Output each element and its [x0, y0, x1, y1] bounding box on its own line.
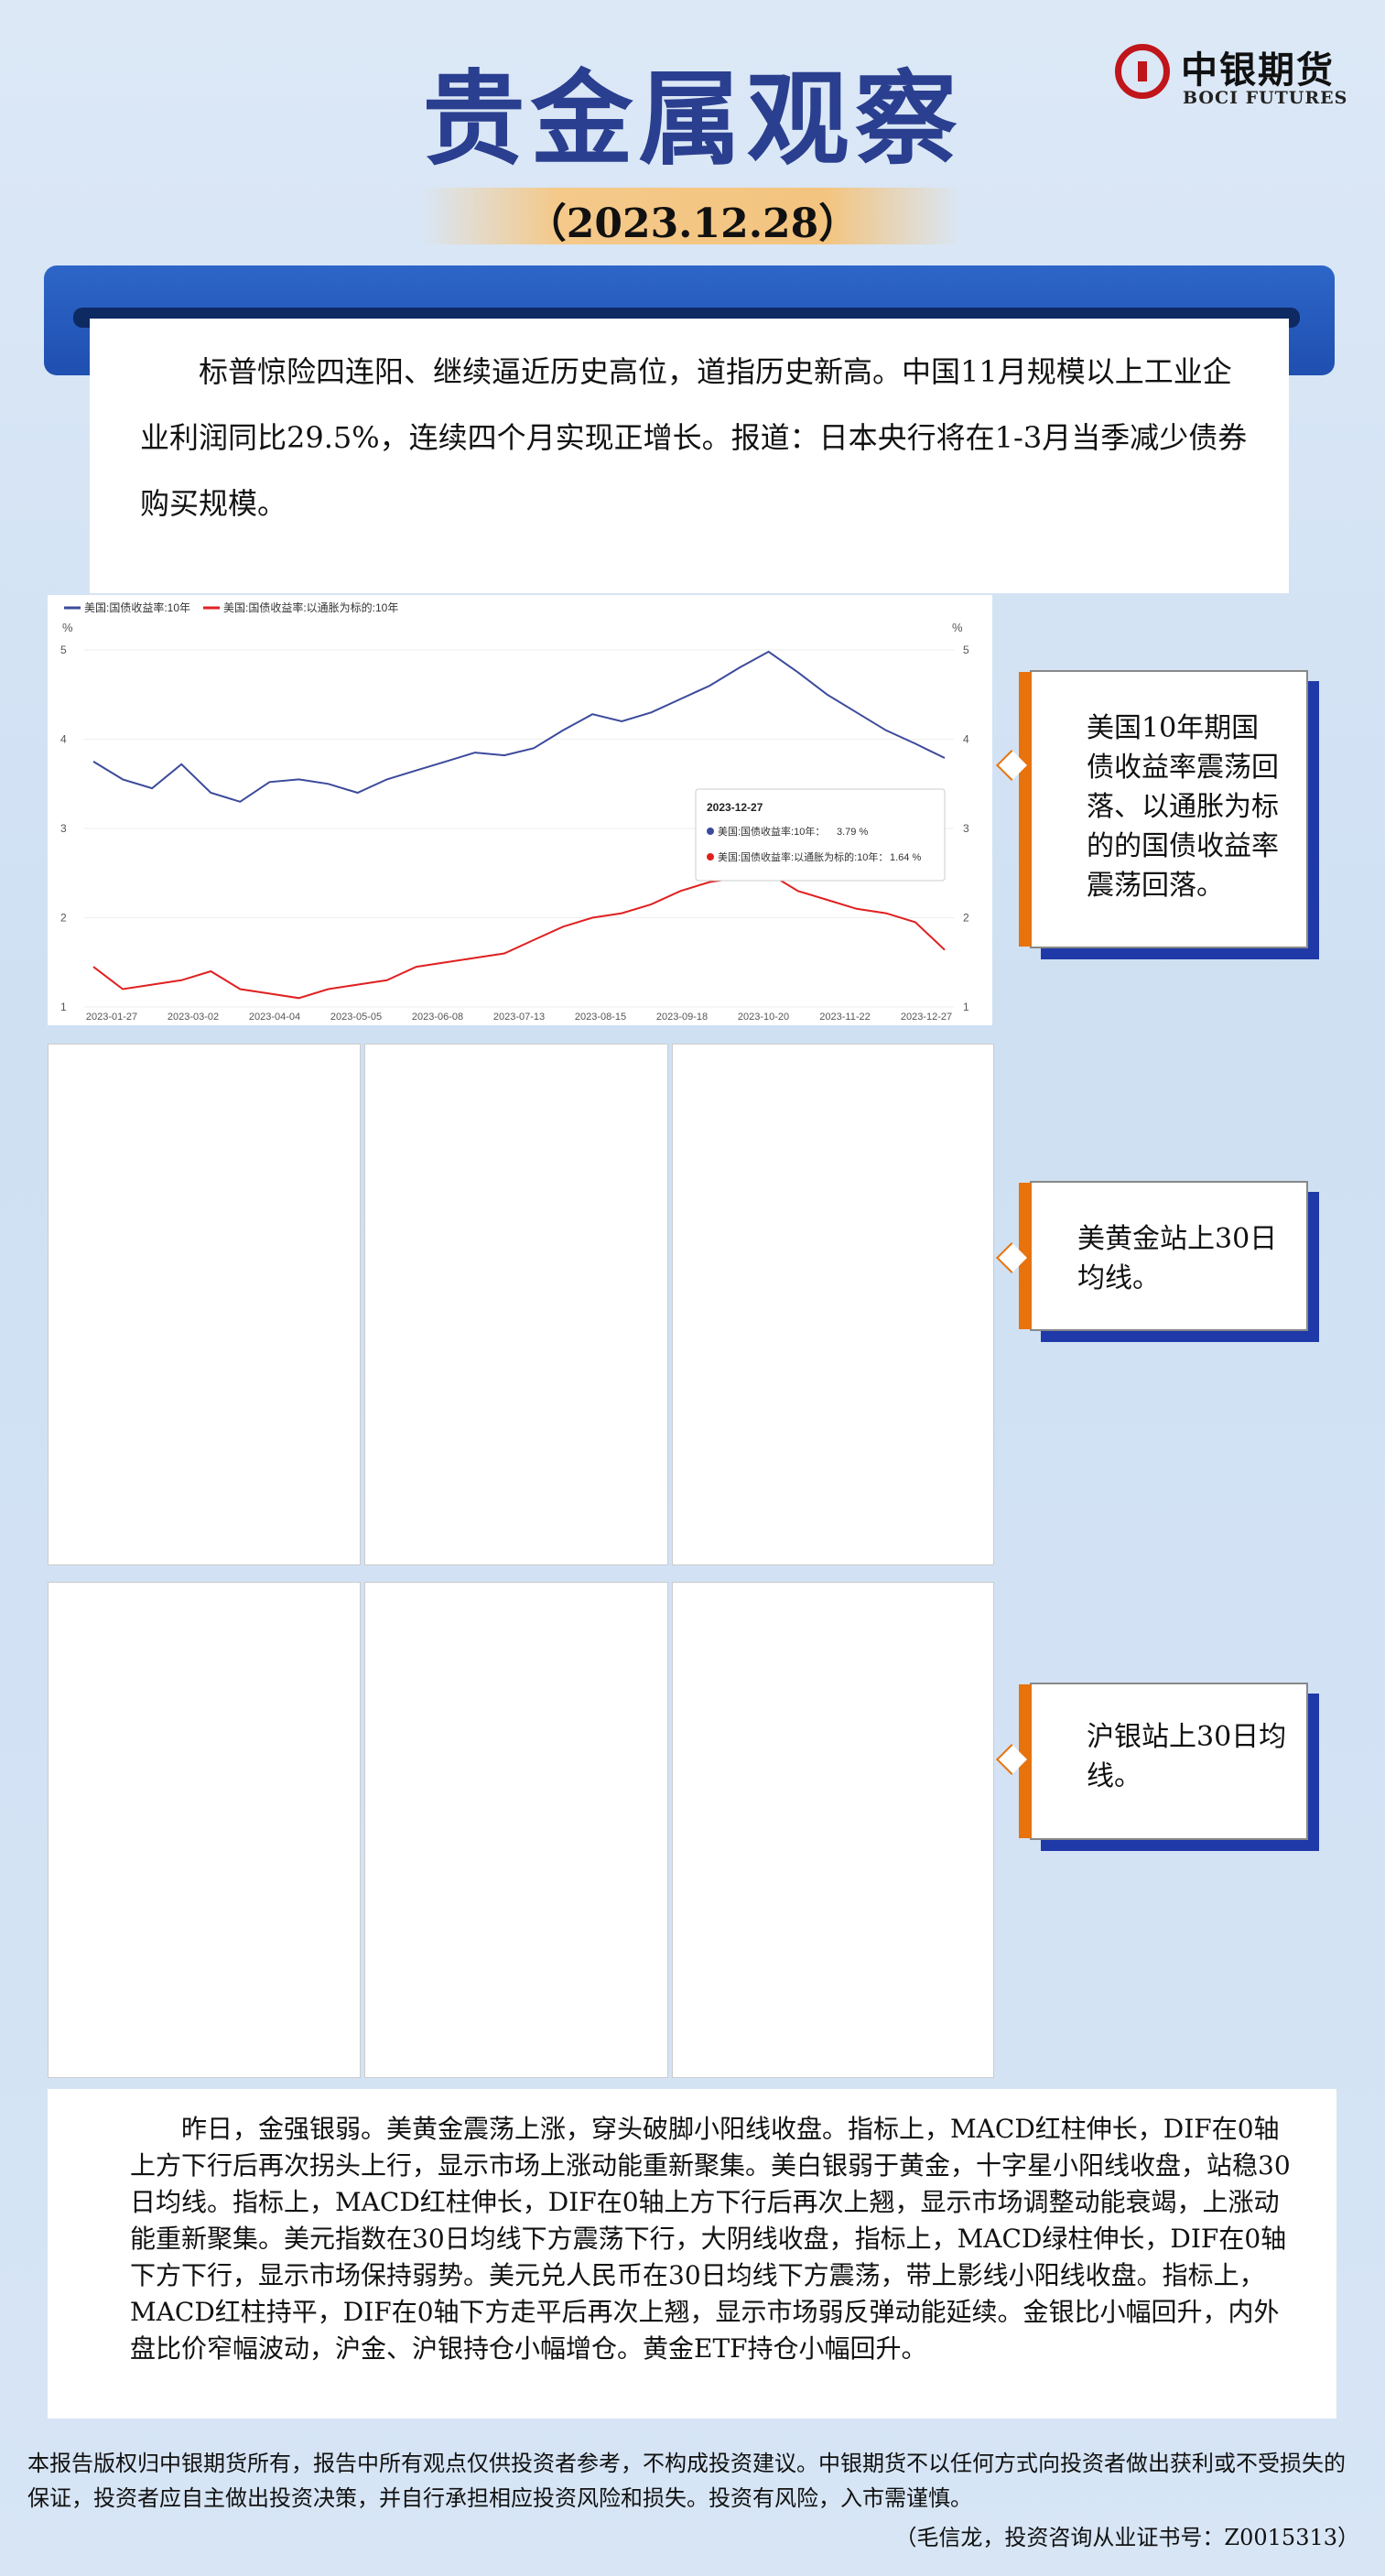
y-unit-right: %: [952, 621, 963, 634]
chart-ticks: 1 1 2 2 3 3 4 4 5 5 2023-01-27 2023-03-02 2023-04-04…: [60, 644, 969, 1023]
x-tick-label: 2023-05-05: [330, 1012, 382, 1023]
callout-yield-text: 美国10年期国债收益率震荡回落、以通胀为标的的国债收益率震荡回落。: [1087, 712, 1279, 902]
logo-icon: [1115, 44, 1170, 99]
chart-tooltip: 2023-12-27 美国:国债收益率:10年： 3.79 % 美国:国债收益率…: [695, 788, 946, 882]
silver-chart-panel-2: [364, 1582, 668, 2078]
silver-chart-panel-1: [48, 1582, 361, 2078]
callout-gold-text: 美黄金站上30日均线。: [1077, 1223, 1278, 1294]
chart-series: [92, 650, 946, 1000]
x-tick-label: 2023-07-13: [493, 1012, 545, 1023]
y-tick-label-left: 3: [60, 822, 67, 835]
date-band: [421, 188, 961, 244]
x-tick-label: 2023-06-08: [412, 1012, 463, 1023]
callout-gold: 美黄金站上30日均线。: [996, 1181, 1308, 1331]
legend-label-10y: 美国:国债收益率:10年: [84, 601, 190, 614]
y-tick-label-left: 2: [60, 912, 67, 925]
summary-box: 标普惊险四连阳、继续逼近历史高位，道指历史新高。中国11月规模以上工业企业利润同…: [90, 319, 1289, 593]
tooltip-box: [695, 788, 946, 882]
gold-chart-panel-1: [48, 1044, 361, 1565]
y-tick-label-right: 5: [963, 644, 969, 656]
silver-chart-panel-3: [672, 1582, 994, 2078]
chart-legend: 美国:国债收益率:10年 美国:国债收益率:以通胀为标的:10年: [64, 601, 398, 614]
y-tick-label-right: 2: [963, 912, 969, 925]
report-date: （2023.12.28）: [525, 200, 860, 247]
summary-text: 标普惊险四连阳、继续逼近历史高位，道指历史新高。中国11月规模以上工业企业利润同…: [140, 354, 1248, 521]
logo-text-en: BOCI FUTURES: [1183, 88, 1348, 108]
tooltip-label-tips: 美国:国债收益率:以通胀为标的:10年：: [718, 850, 888, 863]
gold-chart-panel-3: [672, 1044, 994, 1565]
tooltip-value-tips: 1.64 %: [890, 852, 921, 863]
tooltip-value-10y: 3.79 %: [837, 827, 868, 838]
x-tick-label: 2023-12-27: [901, 1012, 952, 1023]
analysis-box: 昨日，金强银弱。美黄金震荡上涨，穿头破脚小阳线收盘。指标上，MACD红柱伸长，D…: [48, 2089, 1336, 2419]
callout-silver-text: 沪银站上30日均线。: [1087, 1721, 1287, 1792]
x-tick-label: 2023-09-18: [656, 1012, 708, 1023]
y-tick-label-right: 3: [963, 822, 969, 835]
company-logo: 中银期货 BOCI FUTURES: [1115, 40, 1362, 114]
tooltip-label-10y: 美国:国债收益率:10年：: [718, 825, 825, 838]
x-tick-label: 2023-11-22: [819, 1012, 870, 1023]
disclaimer-text: 本报告版权归中银期货所有，报告中所有观点仅供投资者参考，不构成投资建议。中银期货…: [27, 2451, 1346, 2511]
tooltip-date: 2023-12-27: [707, 801, 763, 814]
callout-silver: 沪银站上30日均线。: [996, 1683, 1308, 1840]
logo-text-cn: 中银期货: [1181, 49, 1335, 92]
y-tick-label-left: 4: [60, 733, 67, 746]
x-tick-label: 2023-10-20: [738, 1012, 789, 1023]
series-line-10y: [92, 650, 946, 803]
page-title: 贵金属观察: [422, 60, 963, 179]
callout-yield: 美国10年期国债收益率震荡回落、以通胀为标的的国债收益率震荡回落。: [996, 670, 1308, 948]
author-credit: （毛信龙，投资咨询从业证书号：Z0015313）: [894, 2525, 1359, 2550]
series-line-tips: [92, 871, 946, 1000]
y-tick-label-left: 1: [60, 1001, 67, 1013]
yield-chart-svg: 美国:国债收益率:10年 美国:国债收益率:以通胀为标的:10年 % % 1 12…: [60, 601, 969, 1023]
x-tick-label: 2023-08-15: [575, 1012, 626, 1023]
legend-label-tips: 美国:国债收益率:以通胀为标的:10年: [223, 601, 398, 614]
tooltip-dot-tips: [707, 853, 714, 860]
analysis-text: 昨日，金强银弱。美黄金震荡上涨，穿头破脚小阳线收盘。指标上，MACD红柱伸长，D…: [130, 2114, 1291, 2364]
x-tick-label: 2023-04-04: [249, 1012, 300, 1023]
y-tick-label-right: 4: [963, 733, 969, 746]
x-tick-label: 2023-01-27: [86, 1012, 137, 1023]
y-tick-label-right: 1: [963, 1001, 969, 1013]
x-tick-label: 2023-03-02: [168, 1012, 219, 1023]
gold-chart-panel-2: [364, 1044, 668, 1565]
chart-grid: [84, 649, 954, 1008]
tooltip-dot-10y: [707, 828, 714, 835]
y-tick-label-left: 5: [60, 644, 67, 656]
y-unit-left: %: [62, 621, 73, 634]
